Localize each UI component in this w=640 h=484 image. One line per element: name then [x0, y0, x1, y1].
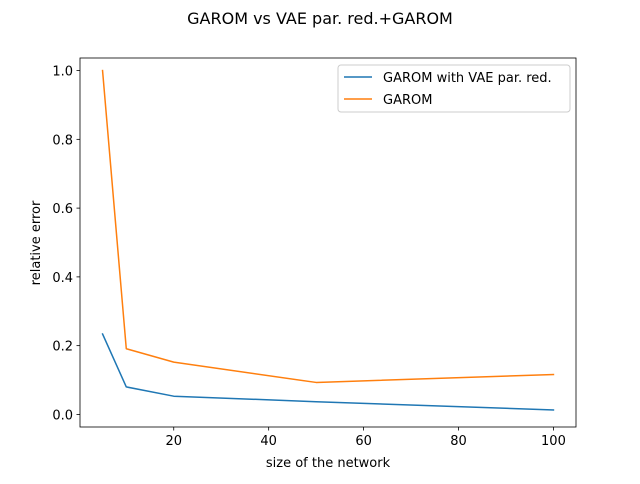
- y-tick-label: 0.8: [52, 133, 73, 148]
- series-line-0: [101, 332, 555, 411]
- axes-frame: [79, 57, 577, 428]
- y-tick-label: 0.2: [52, 340, 73, 355]
- legend-box: [337, 64, 571, 113]
- series-line-1: [101, 69, 555, 384]
- y-tick-label: 0.0: [52, 408, 73, 423]
- x-tick-label: 40: [260, 434, 277, 449]
- y-tick-label: 1.0: [52, 65, 73, 80]
- legend-label-0: GAROM with VAE par. red.: [383, 71, 552, 86]
- x-tick-label: 80: [450, 434, 467, 449]
- chart-title: GAROM vs VAE par. red.+GAROM: [187, 9, 453, 28]
- y-tick-label: 0.6: [52, 202, 73, 217]
- x-axis-label: size of the network: [266, 456, 391, 471]
- y-tick-label: 0.4: [52, 271, 73, 286]
- plot-area: 20 40 60 80 100 0.0 0.2 0.4 0.6 0.8 1.0 GAROM with …: [52, 57, 577, 449]
- y-axis-label: relative error: [29, 200, 44, 285]
- legend-label-1: GAROM: [383, 93, 432, 108]
- x-tick-label: 20: [165, 434, 182, 449]
- x-tick-label: 100: [541, 434, 566, 449]
- x-tick-label: 60: [355, 434, 372, 449]
